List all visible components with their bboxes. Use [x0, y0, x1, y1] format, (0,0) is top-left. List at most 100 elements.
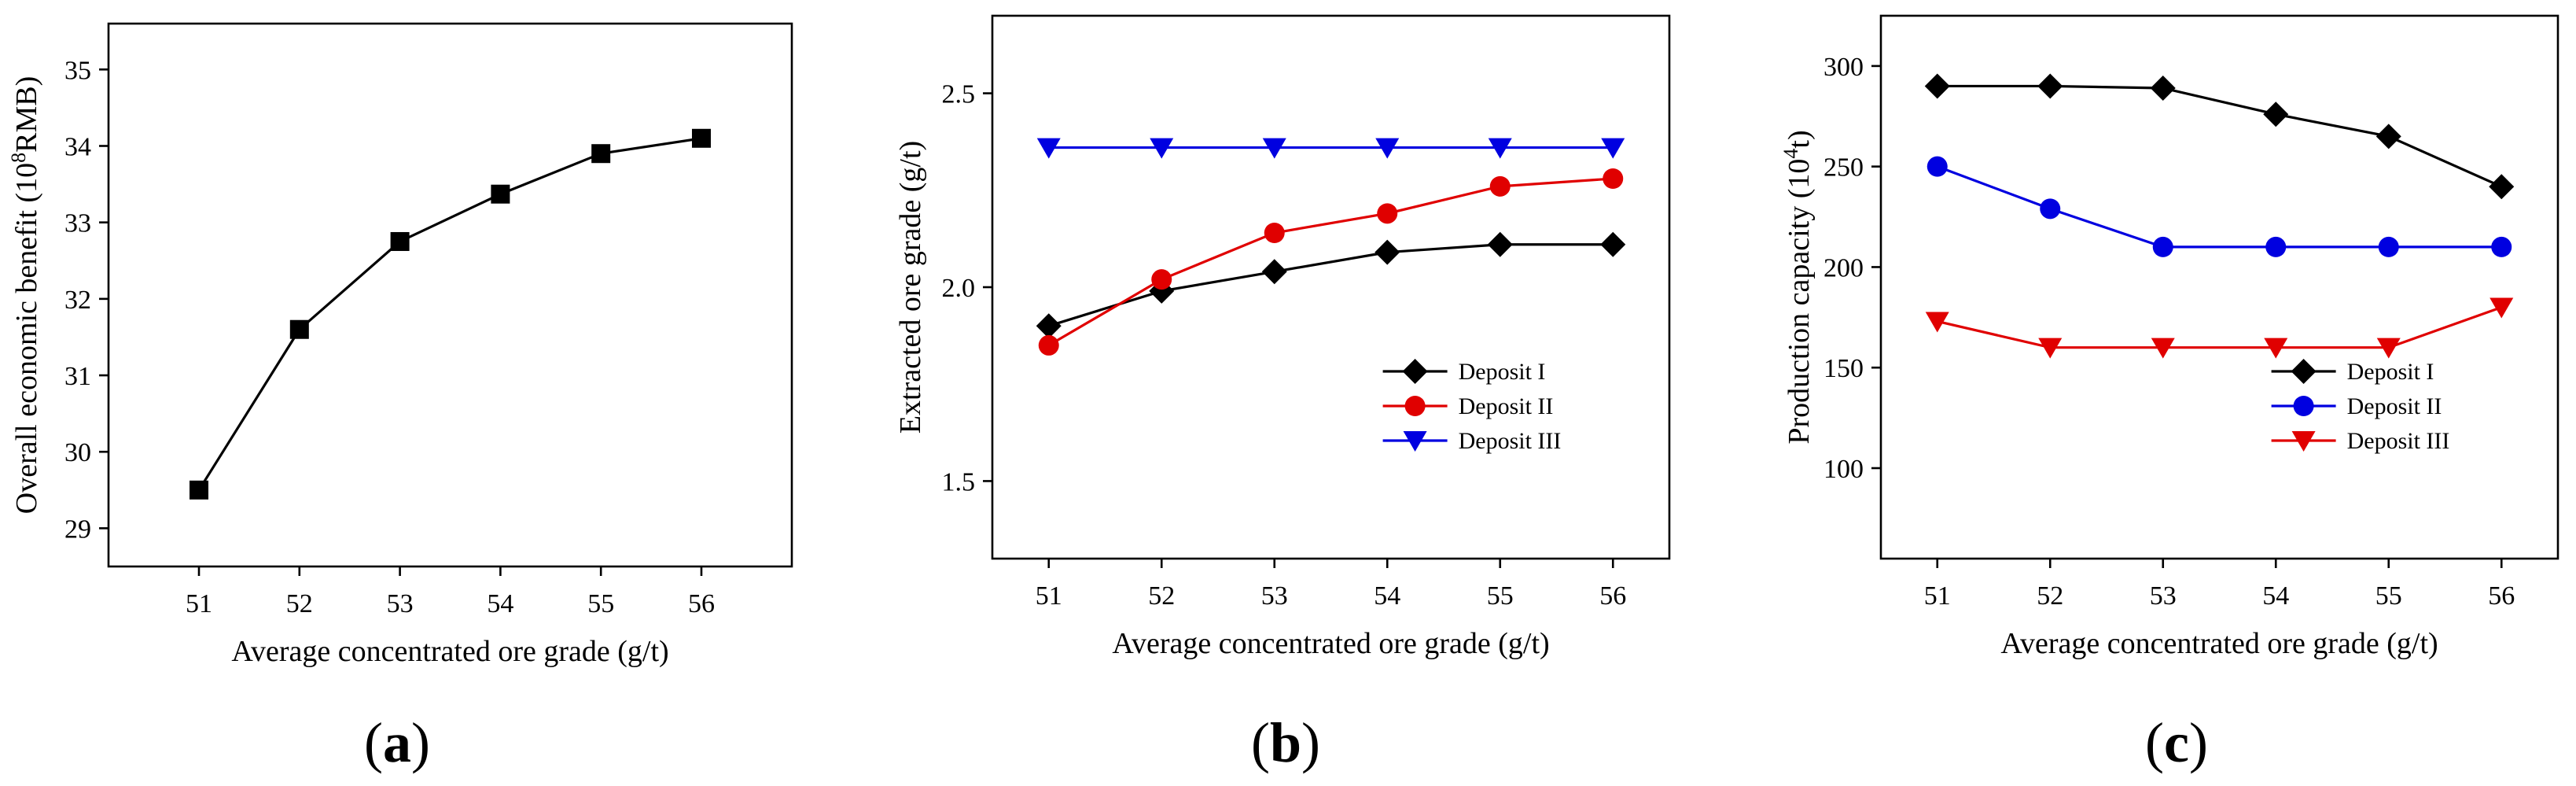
data-point — [2265, 236, 2287, 257]
y-axis-title: Overall economic benefit (108RMB) — [7, 76, 44, 514]
data-point — [1926, 156, 1948, 177]
panel-a: 51 52 53 54 55 56 29 30 31 32 33 34 35 Average concen… — [7, 22, 793, 774]
y-axis-title: Extracted ore grade (g/t) — [894, 141, 927, 434]
x-tick-label: 55 — [2375, 581, 2402, 611]
data-point — [491, 184, 510, 204]
series-line-deposit-i — [1048, 243, 1614, 327]
data-point — [1377, 203, 1398, 224]
x-axis-title: Average concentrated ore grade (g/t) — [1112, 627, 1549, 660]
x-tick-label: 56 — [1599, 581, 1626, 611]
series-line-deposit-iii — [1937, 306, 2502, 349]
data-point — [1603, 168, 1624, 189]
legend-entry: Deposit III — [2347, 428, 2450, 454]
legend-marker — [1402, 359, 1428, 384]
x-tick-label: 54 — [2262, 581, 2289, 611]
data-point — [1038, 334, 1059, 356]
legend-marker — [1404, 396, 1426, 416]
plot-frame — [1879, 14, 2559, 560]
data-point — [2490, 297, 2514, 319]
x-tick-label: 52 — [286, 589, 313, 618]
data-point — [2040, 198, 2061, 220]
data-point — [2263, 101, 2289, 127]
series-line-deposit-ii — [1047, 177, 1614, 347]
data-point — [2489, 174, 2515, 200]
y-tick-label: 33 — [64, 209, 91, 238]
x-tick-label: 52 — [2037, 581, 2063, 611]
x-tick-label: 53 — [1261, 581, 1288, 611]
data-point — [1489, 175, 1511, 197]
x-tick-label: 51 — [186, 589, 212, 618]
x-tick-label: 56 — [688, 589, 715, 618]
legend-entry: Deposit III — [1459, 428, 1562, 454]
y-tick-label: 2.5 — [942, 80, 976, 109]
x-tick-label: 54 — [487, 589, 513, 618]
data-point — [1600, 231, 1626, 257]
y-tick-label: 30 — [64, 438, 91, 467]
data-point — [1375, 138, 1400, 159]
data-point — [1487, 231, 1513, 257]
data-point — [2264, 338, 2288, 359]
y-tick-label: 34 — [64, 132, 91, 161]
y-tick-label: 200 — [1823, 253, 1864, 282]
data-point — [591, 144, 611, 164]
y-tick-label: 300 — [1823, 53, 1864, 82]
x-axis-title: Average concentrated ore grade (g/t) — [231, 635, 668, 668]
data-point — [2491, 236, 2512, 257]
y-tick-label: 150 — [1823, 354, 1864, 383]
x-tick-label: 51 — [1924, 581, 1951, 611]
panel-label: (a) — [364, 711, 430, 774]
data-point — [2151, 338, 2175, 359]
data-point — [1925, 312, 1949, 333]
panel-b: 51 52 53 54 55 56 1.5 2.0 2.5 Average concentrate… — [894, 14, 1671, 774]
legend-entry: Deposit II — [1459, 393, 1554, 419]
data-point — [390, 231, 410, 251]
series-line-deposit-ii — [1937, 165, 2502, 249]
panel-label: (c) — [2145, 711, 2208, 774]
legend-marker — [2293, 396, 2314, 416]
plot-frame — [107, 22, 793, 568]
x-tick-label: 51 — [1036, 581, 1062, 611]
x-tick-label: 53 — [387, 589, 414, 618]
data-point — [2038, 338, 2063, 359]
data-point — [2037, 73, 2063, 99]
legend-marker — [2291, 431, 2316, 452]
panel-label: (b) — [1251, 711, 1320, 774]
y-tick-label: 29 — [64, 515, 91, 544]
x-tick-label: 55 — [1487, 581, 1514, 611]
data-point — [2150, 76, 2176, 101]
y-axis-title: Production capacity (104t) — [1779, 130, 1816, 444]
y-tick-label: 31 — [64, 362, 91, 391]
data-point — [2375, 124, 2401, 149]
data-point — [2376, 338, 2401, 359]
x-tick-label: 54 — [1374, 581, 1400, 611]
y-tick-label: 2.0 — [942, 274, 976, 303]
legend-marker — [2291, 359, 2317, 384]
panel-c: 51 52 53 54 55 56 100 150 200 250 300 Average conce… — [1779, 14, 2559, 774]
data-point — [1488, 138, 1512, 159]
data-point — [1374, 239, 1400, 265]
x-tick-label: 56 — [2488, 581, 2515, 611]
x-axis-title: Average concentrated ore grade (g/t) — [2000, 627, 2438, 660]
y-tick-label: 35 — [64, 56, 91, 85]
data-point — [1151, 269, 1172, 290]
plot-frame — [991, 14, 1671, 560]
data-point — [190, 480, 209, 500]
legend-entry: Deposit II — [2347, 393, 2442, 419]
x-tick-label: 52 — [1148, 581, 1175, 611]
data-point — [1036, 313, 1062, 339]
data-point — [289, 319, 309, 339]
series-line — [197, 137, 702, 491]
y-tick-label: 1.5 — [942, 467, 976, 496]
data-point — [1924, 73, 1950, 99]
legend-entry: Deposit I — [2347, 359, 2434, 385]
legend-entry: Deposit I — [1459, 359, 1546, 385]
data-point — [2378, 236, 2399, 257]
y-tick-label: 100 — [1823, 455, 1864, 484]
data-point — [1262, 138, 1286, 159]
x-tick-label: 55 — [587, 589, 614, 618]
data-point — [1601, 138, 1625, 159]
data-point — [1261, 259, 1287, 285]
x-tick-label: 53 — [2150, 581, 2177, 611]
series-line-deposit-i — [1937, 84, 2502, 188]
